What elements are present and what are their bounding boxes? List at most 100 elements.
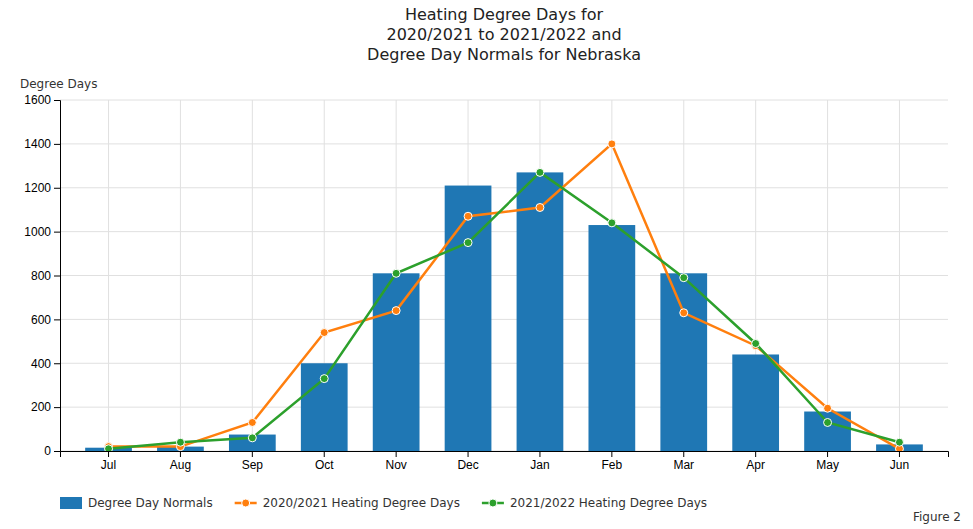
point bbox=[536, 168, 544, 176]
legend-item: Degree Day Normals bbox=[60, 496, 213, 510]
point bbox=[320, 329, 328, 337]
x-tick: Dec bbox=[457, 451, 478, 472]
x-tick-label: Nov bbox=[385, 458, 406, 472]
grid-line-y bbox=[60, 143, 948, 144]
point bbox=[680, 274, 688, 282]
point bbox=[752, 340, 760, 348]
grid-line-y bbox=[60, 319, 948, 320]
grid-line-y bbox=[60, 275, 948, 276]
y-tick-label: 1600 bbox=[24, 93, 51, 107]
grid-line-x bbox=[827, 100, 828, 451]
x-tick: May bbox=[816, 451, 839, 472]
title: Heating Degree Days for2020/2021 to 2021… bbox=[367, 5, 641, 64]
y-tick: 200 bbox=[31, 400, 60, 414]
x-tick-label: Mar bbox=[673, 458, 694, 472]
bar bbox=[588, 225, 635, 451]
y-tick: 0 bbox=[44, 444, 60, 458]
point bbox=[392, 269, 400, 277]
x-tick-mark bbox=[827, 451, 828, 457]
x-axis: Jul Aug Sep Oct Nov Dec Jan Feb Mar Apr May Jun bbox=[61, 451, 949, 472]
x-tick-label: Jan bbox=[530, 458, 549, 472]
y-tick-mark bbox=[54, 232, 60, 233]
y-tick-mark bbox=[54, 188, 60, 189]
y-tick: 1200 bbox=[24, 181, 60, 195]
plot: Jul Aug Sep Oct Nov Dec Jan Feb Mar Apr May Jun 0 200… bbox=[24, 93, 948, 471]
point bbox=[248, 418, 256, 426]
point bbox=[680, 309, 688, 317]
y-tick: 1000 bbox=[24, 225, 60, 239]
bar bbox=[660, 273, 707, 451]
point bbox=[608, 219, 616, 227]
point bbox=[824, 404, 832, 412]
legend-item: 2020/2021 Heating Degree Days bbox=[235, 496, 460, 510]
title-line: Degree Day Normals for Nebraska bbox=[367, 45, 641, 64]
y-axis-line bbox=[54, 101, 61, 452]
title-line: Heating Degree Days for bbox=[405, 5, 604, 24]
y-tick: 400 bbox=[31, 357, 60, 371]
grid-line-y bbox=[60, 363, 948, 364]
grid-line-x bbox=[108, 100, 109, 451]
y-tick-mark bbox=[54, 363, 60, 364]
y-tick-label: 200 bbox=[31, 400, 51, 414]
point bbox=[464, 239, 472, 247]
legend-label: Degree Day Normals bbox=[88, 496, 213, 510]
grid-line-y bbox=[60, 187, 948, 188]
x-tick: Oct bbox=[315, 451, 334, 472]
x-tick-label: Aug bbox=[170, 458, 191, 472]
bar-series bbox=[85, 172, 923, 451]
grid bbox=[60, 100, 948, 451]
x-tick: Nov bbox=[385, 451, 406, 472]
grid-line-x bbox=[180, 100, 181, 451]
x-tick-label: Jul bbox=[101, 458, 116, 472]
legend-label: 2020/2021 Heating Degree Days bbox=[263, 496, 460, 510]
title-line: 2020/2021 to 2021/2022 and bbox=[386, 25, 621, 44]
legend-item: 2021/2022 Heating Degree Days bbox=[482, 496, 707, 510]
y-tick-label: 1400 bbox=[24, 137, 51, 151]
x-tick: Feb bbox=[602, 451, 623, 472]
x-tick-mark bbox=[252, 451, 253, 457]
y-tick-label: 800 bbox=[31, 269, 51, 283]
point bbox=[248, 434, 256, 442]
y-axis-title: Degree Days bbox=[20, 77, 97, 91]
x-tick-mark bbox=[683, 451, 684, 457]
line bbox=[109, 144, 900, 449]
bar bbox=[301, 363, 348, 451]
y-tick-mark bbox=[54, 276, 60, 277]
legend-label: 2021/2022 Heating Degree Days bbox=[510, 496, 707, 510]
y-tick-mark bbox=[54, 144, 60, 145]
legend-marker bbox=[489, 499, 497, 507]
legend-marker bbox=[242, 499, 250, 507]
y-tick-mark bbox=[54, 407, 60, 408]
chart: Jul Aug Sep Oct Nov Dec Jan Feb Mar Apr May Jun 0 200… bbox=[0, 0, 973, 529]
x-tick-mark bbox=[324, 451, 325, 457]
x-tick-label: Dec bbox=[457, 458, 478, 472]
x-tick-label: Oct bbox=[315, 458, 334, 472]
marks bbox=[85, 140, 923, 451]
x-tick: Mar bbox=[673, 451, 694, 472]
bar bbox=[732, 354, 779, 451]
y-tick-label: 0 bbox=[44, 444, 51, 458]
grid-line-y bbox=[60, 100, 948, 101]
x-tick-mark bbox=[755, 451, 756, 457]
point bbox=[105, 445, 113, 451]
x-tick-mark bbox=[396, 451, 397, 457]
bar bbox=[517, 172, 564, 451]
line-series bbox=[105, 140, 904, 451]
y-tick-label: 1200 bbox=[24, 181, 51, 195]
y-tick: 800 bbox=[31, 269, 60, 283]
x-tick-label: Apr bbox=[746, 458, 765, 472]
y-tick-label: 1000 bbox=[24, 225, 51, 239]
line-series bbox=[105, 168, 904, 451]
x-tick-mark bbox=[108, 451, 109, 457]
y-tick-label: 600 bbox=[31, 313, 51, 327]
x-tick: Jun bbox=[890, 451, 909, 472]
point bbox=[176, 438, 184, 446]
point bbox=[824, 418, 832, 426]
grid-line-x bbox=[899, 100, 900, 451]
x-tick-mark bbox=[611, 451, 612, 457]
point bbox=[608, 140, 616, 148]
x-tick-label: Sep bbox=[242, 458, 264, 472]
x-tick: Apr bbox=[746, 451, 765, 472]
y-tick: 1600 bbox=[24, 93, 60, 107]
bar bbox=[373, 273, 420, 451]
